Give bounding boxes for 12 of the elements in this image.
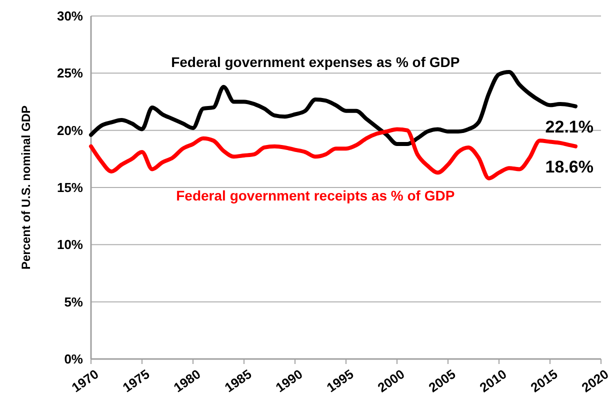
text: Federal government expenses as % of GDP (171, 54, 460, 70)
y-axis-title: Percent of U.S. nominal GDP (19, 105, 33, 270)
y-tick-label: 0% (64, 352, 84, 367)
annotation: 18.6% (545, 157, 594, 176)
series-label: Federal government receipts as % of GDP (176, 188, 455, 204)
y-tick-label: 30% (56, 8, 84, 24)
y-tick-label: 5% (64, 294, 84, 310)
y-tick-label: 15% (56, 180, 84, 196)
annotation: 22.1% (545, 117, 594, 136)
y-tick-label: 10% (56, 237, 84, 252)
y-tick-label: 25% (56, 66, 84, 81)
y-tick-label: 20% (56, 122, 84, 138)
